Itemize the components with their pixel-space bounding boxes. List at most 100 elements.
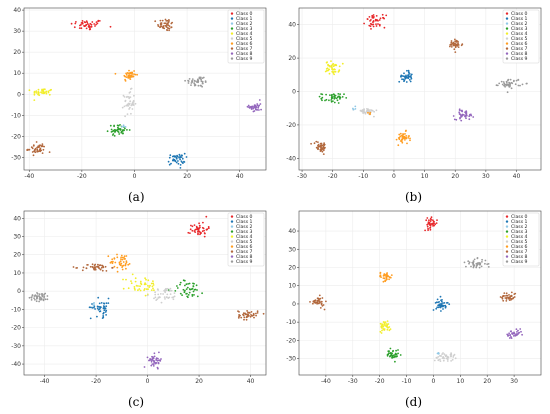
point-class-8 <box>506 333 509 336</box>
point-class-1 <box>178 153 181 156</box>
x-tick-label: -20 <box>328 173 338 180</box>
point-class-6 <box>134 73 137 76</box>
point-class-7 <box>85 267 88 270</box>
panel-caption-b: (b) <box>405 190 423 204</box>
point-class-5 <box>128 96 131 99</box>
point-class-4 <box>35 90 38 92</box>
point-class-1 <box>435 307 438 310</box>
point-class-3 <box>185 293 188 295</box>
legend-label-class-5: Class 5 <box>511 36 528 42</box>
point-class-4 <box>387 326 389 329</box>
point-class-5 <box>130 112 132 115</box>
point-class-0 <box>370 19 372 21</box>
point-class-6 <box>124 263 127 265</box>
point-class-7 <box>317 144 319 147</box>
point-class-0 <box>187 231 190 234</box>
point-class-4 <box>328 68 330 71</box>
point-class-9 <box>35 297 38 299</box>
point-class-1 <box>179 158 182 161</box>
point-class-6 <box>118 262 121 264</box>
point-class-7 <box>167 24 170 26</box>
point-class-7 <box>510 295 513 297</box>
point-class-4 <box>153 289 155 292</box>
point-class-9 <box>191 80 193 83</box>
point-class-3 <box>110 131 113 133</box>
point-class-1 <box>445 302 448 304</box>
point-class-7 <box>36 146 38 149</box>
point-class-6 <box>125 73 128 76</box>
legend-label-class-3: Class 3 <box>236 229 253 235</box>
point-class-9 <box>193 82 196 85</box>
point-class-7 <box>99 264 102 266</box>
point-class-0 <box>75 21 77 23</box>
point-class-7 <box>164 22 167 25</box>
point-class-9 <box>187 82 190 84</box>
point-class-7 <box>252 314 255 317</box>
point-class-7 <box>101 264 104 267</box>
point-class-3 <box>337 95 340 98</box>
point-class-0 <box>429 220 432 222</box>
point-class-3 <box>183 291 186 293</box>
point-class-1 <box>180 156 183 159</box>
point-class-1 <box>183 152 186 155</box>
point-class-1 <box>97 308 100 311</box>
y-tick-label: -20 <box>11 325 21 332</box>
point-class-3 <box>195 284 198 287</box>
axis-ticks: -40 -20 0 20 40 -30 -20 -10 0 10 20 30 40 <box>11 7 244 180</box>
point-class-7 <box>253 316 255 319</box>
legend-marker-class-1 <box>230 17 234 20</box>
x-tick-label: 30 <box>510 378 518 385</box>
point-class-8 <box>248 106 251 109</box>
point-class-5 <box>375 109 378 112</box>
point-class-6 <box>107 255 110 258</box>
point-class-1 <box>408 71 410 74</box>
point-class-6 <box>398 133 401 136</box>
point-class-0 <box>190 224 192 227</box>
point-class-5 <box>446 355 449 358</box>
legend-marker-class-7 <box>230 250 234 253</box>
point-class-8 <box>256 109 259 111</box>
point-class-1 <box>96 307 99 310</box>
point-class-2 <box>352 107 354 110</box>
point-class-3 <box>321 96 324 99</box>
point-class-9 <box>472 266 475 269</box>
point-class-3 <box>118 133 121 135</box>
point-class-3 <box>120 131 123 134</box>
legend-label-class-8: Class 8 <box>236 51 253 57</box>
point-class-9 <box>34 298 36 301</box>
point-class-6 <box>121 268 124 271</box>
point-class-0 <box>203 235 206 238</box>
point-class-6 <box>386 273 388 275</box>
point-class-9 <box>33 297 35 300</box>
point-class-9 <box>487 266 490 268</box>
y-tick-label: -30 <box>286 356 296 363</box>
y-tick-label: 30 <box>13 234 21 241</box>
point-class-0 <box>427 229 429 231</box>
point-class-7 <box>36 148 39 151</box>
point-class-3 <box>113 131 116 133</box>
point-class-6 <box>405 135 408 137</box>
point-class-4 <box>47 91 50 94</box>
legend-label-class-7: Class 7 <box>236 46 253 52</box>
point-class-0 <box>97 19 100 22</box>
point-class-4 <box>150 289 153 291</box>
point-class-7 <box>95 266 97 268</box>
point-class-5 <box>439 358 441 361</box>
legend-marker-class-1 <box>230 220 234 223</box>
point-class-8 <box>258 109 260 111</box>
point-class-3 <box>339 93 341 96</box>
point-class-7 <box>505 292 508 295</box>
point-class-8 <box>458 111 461 114</box>
point-class-3 <box>390 353 393 356</box>
point-class-0 <box>73 26 76 29</box>
point-class-8 <box>155 359 158 361</box>
point-class-0 <box>199 233 201 236</box>
point-class-6 <box>404 139 406 141</box>
point-class-7 <box>320 148 323 150</box>
legend-label-class-6: Class 6 <box>236 244 253 250</box>
point-class-1 <box>408 79 411 81</box>
point-class-9 <box>30 299 33 301</box>
point-class-9 <box>46 298 49 301</box>
